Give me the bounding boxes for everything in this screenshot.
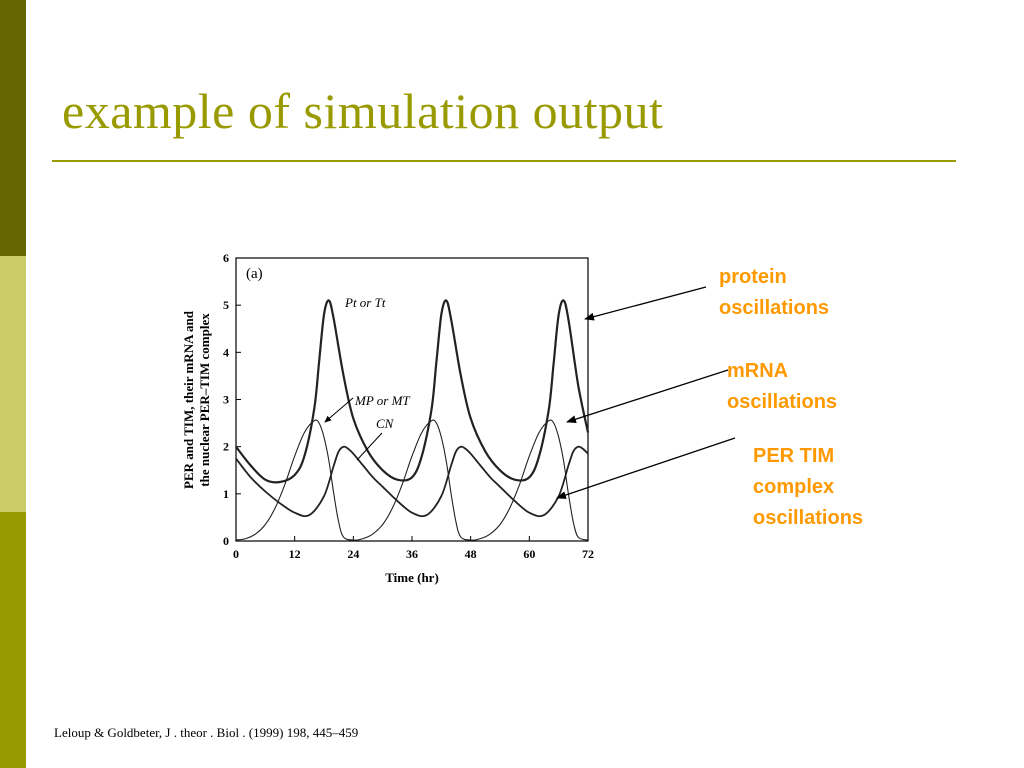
y-tick-label: 0: [223, 534, 229, 548]
y-tick-label: 6: [223, 251, 229, 265]
mrna-series-line: [235, 419, 589, 541]
x-axis-label: Time (hr): [385, 570, 439, 585]
x-tick-label: 0: [233, 547, 239, 561]
complex-curve-label: CN: [376, 416, 395, 431]
slide-title: example of simulation output: [62, 83, 664, 139]
complex-label-pointer: [356, 432, 383, 461]
protein-series-line: [235, 299, 590, 484]
citation: Leloup & Goldbeter, J . theor . Biol . (…: [54, 725, 359, 740]
callout-line: mRNA: [727, 360, 789, 382]
x-tick-label: 48: [465, 547, 477, 561]
y-tick-label: 2: [223, 440, 229, 454]
protein-oscillations-callout: protein oscillations: [719, 262, 829, 324]
title-underline: [52, 160, 956, 162]
callout-line: oscillations: [753, 507, 864, 529]
plot-frame: [235, 257, 589, 542]
complex-callout-arrow: [556, 437, 736, 499]
y-axis-label-line-2: the nuclear PER–TIM complex: [197, 313, 212, 487]
x-tick-label: 60: [523, 547, 535, 561]
protein-curve-label: Pt or Tt: [344, 295, 386, 310]
y-tick-label: 4: [223, 345, 229, 359]
mrna-label-pointer: [324, 397, 354, 423]
callout-line: protein: [719, 266, 787, 288]
sidebar-bar-top: [0, 0, 26, 256]
complex-series-line: [235, 445, 589, 518]
x-tick-label: 72: [582, 547, 594, 561]
mrna-curve-label: MP or MT: [354, 393, 410, 408]
callout-arrows: [556, 286, 736, 499]
y-tick-label: 1: [223, 487, 229, 501]
mrna-callout-arrow: [566, 369, 729, 424]
protein-callout-arrow: [584, 286, 707, 321]
y-axis-label: PER and TIM, their mRNA and the nuclear …: [181, 310, 212, 489]
callout-line: oscillations: [727, 391, 838, 413]
y-axis-label-line-1: PER and TIM, their mRNA and: [181, 310, 196, 489]
callout-line: oscillations: [719, 297, 830, 319]
callout-line: complex: [753, 476, 835, 498]
x-tick-label: 36: [406, 547, 418, 561]
sidebar-bar-middle: [0, 256, 26, 512]
x-tick-label: 12: [289, 547, 301, 561]
y-tick-label: 5: [223, 298, 229, 312]
per-tim-complex-callout: PER TIM complex oscillations: [753, 441, 863, 534]
y-tick-label: 3: [223, 393, 229, 407]
x-tick-label: 24: [347, 547, 359, 561]
panel-label: (a): [246, 266, 263, 282]
callout-line: PER TIM: [753, 445, 835, 467]
mrna-oscillations-callout: mRNA oscillations: [727, 356, 837, 418]
sidebar-bar-bottom: [0, 512, 26, 768]
